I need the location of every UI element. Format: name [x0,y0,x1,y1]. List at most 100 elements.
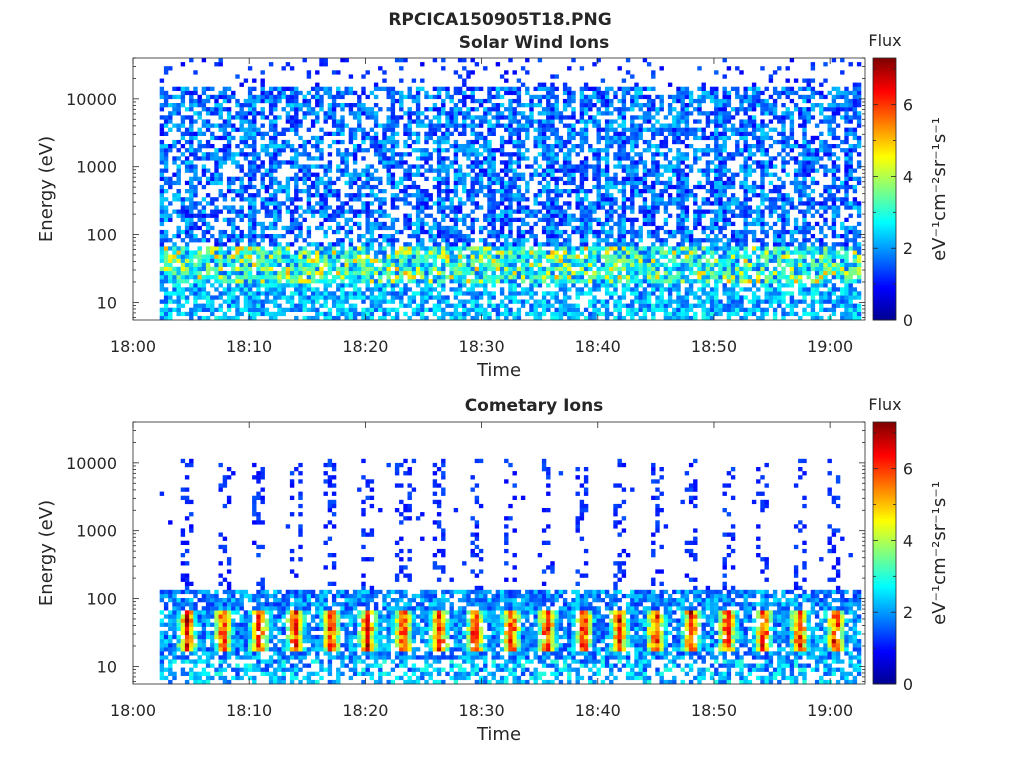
spectrogram-cell [432,311,438,317]
spectrogram-cell [596,234,601,239]
spectrogram-cell [525,262,530,267]
spectrogram-cell [621,139,627,145]
spectrogram-cell [533,303,538,308]
spectrogram-cell [163,131,169,136]
spectrogram-cell [306,250,312,255]
spectrogram-cell [621,94,627,100]
spectrogram-cell [201,98,207,104]
spectrogram-cell [684,246,690,251]
spectrogram-cell [630,172,635,177]
spectrogram-cell [504,242,509,247]
spectrogram-cell [625,58,631,63]
spectrogram-cell [525,86,530,91]
spectrogram-cell [256,152,261,157]
spectrogram-cell [546,160,551,165]
spectrogram-cell [680,299,685,304]
spectrogram-cell [184,287,190,292]
spectrogram-cell [462,131,467,136]
spectrogram-cell [357,221,362,227]
spectrogram-cell [268,197,274,202]
spectrogram-cell [453,184,459,190]
spectrogram-cell [281,283,286,288]
spectrogram-cell [365,168,370,173]
spectrogram-cell [672,250,677,255]
spectrogram-cell [457,275,463,280]
spectrogram-cell [424,201,429,206]
spectrogram-cell [659,107,664,112]
spectrogram-cell [449,160,454,165]
spectrogram-cell [613,94,618,100]
spectrogram-cell [546,119,551,124]
spectrogram-cell [193,287,198,292]
spectrogram-cell [256,295,261,300]
spectrogram-cell [583,94,589,100]
spectrogram-cell [449,164,454,169]
spectrogram-cell [625,168,631,173]
spectrogram-cell [554,144,559,149]
spectrogram-cell [613,176,618,181]
spectrogram-cell [163,250,169,255]
spectrogram-cell [352,156,358,161]
spectrogram-cell [525,184,530,190]
spectrogram-cell [562,254,568,259]
spectrogram-cell [596,201,601,206]
spectrogram-cell [592,307,597,312]
spectrogram-cell [445,262,450,267]
spectrogram-cell [214,242,219,247]
spectrogram-cell [630,197,635,202]
spectrogram-cell [336,86,341,91]
spectrogram-cells [159,58,862,321]
spectrogram-cell [340,127,345,132]
spectrogram-cell [684,119,690,124]
spectrogram-cell [651,160,656,165]
spectrogram-cell [197,98,202,104]
spectrogram-cell [281,275,286,280]
spectrogram-cell [466,254,471,259]
spectrogram-cell [180,135,186,141]
spectrogram-cell [428,234,433,239]
spectrogram-cell [352,135,358,141]
spectrogram-cell [533,234,538,239]
spectrogram-cell [378,197,383,202]
spectrogram-cell [331,254,337,259]
spectrogram-cell [525,270,530,276]
spectrogram-cell [424,160,429,165]
spectrogram-cell [340,156,345,161]
spectrogram-cell [260,172,265,177]
spectrogram-cell [550,254,555,259]
spectrogram-cell [159,234,165,239]
spectrogram-cell [579,229,585,235]
spectrogram-cell [672,287,677,292]
spectrogram-cell [411,164,417,169]
spectrogram-cell [407,287,412,292]
spectrogram-cell [340,311,345,317]
spectrogram-cell [508,242,513,247]
spectrogram-cell [537,172,543,177]
spectrogram-cell [550,315,555,321]
spectrogram-cell [638,127,643,132]
spectrogram-cell [197,266,202,272]
spectrogram-cell [323,189,328,194]
spectrogram-cell [676,307,681,312]
spectrogram-cell [390,270,396,276]
spectrogram-cell [159,209,165,214]
spectrogram-cell [231,262,236,267]
spectrogram-cell [411,295,417,300]
spectrogram-cell [651,98,656,104]
spectrogram-cell [579,135,585,141]
spectrogram-cell [197,131,202,136]
spectrogram-cell [294,209,299,214]
spectrogram-cell [529,123,534,128]
spectrogram-cell [445,242,450,247]
spectrogram-cell [596,58,601,63]
spectrogram-cell [550,221,555,227]
spectrogram-cell [403,193,408,198]
spectrogram-cell [600,193,606,198]
spectrogram-cell [205,279,211,284]
spectrogram-cell [163,152,169,157]
spectrogram-cell [331,242,337,247]
spectrogram-cell [163,209,169,214]
spectrogram-cell [218,250,223,255]
spectrogram-cell [550,148,555,153]
spectrogram-cell [432,287,438,292]
